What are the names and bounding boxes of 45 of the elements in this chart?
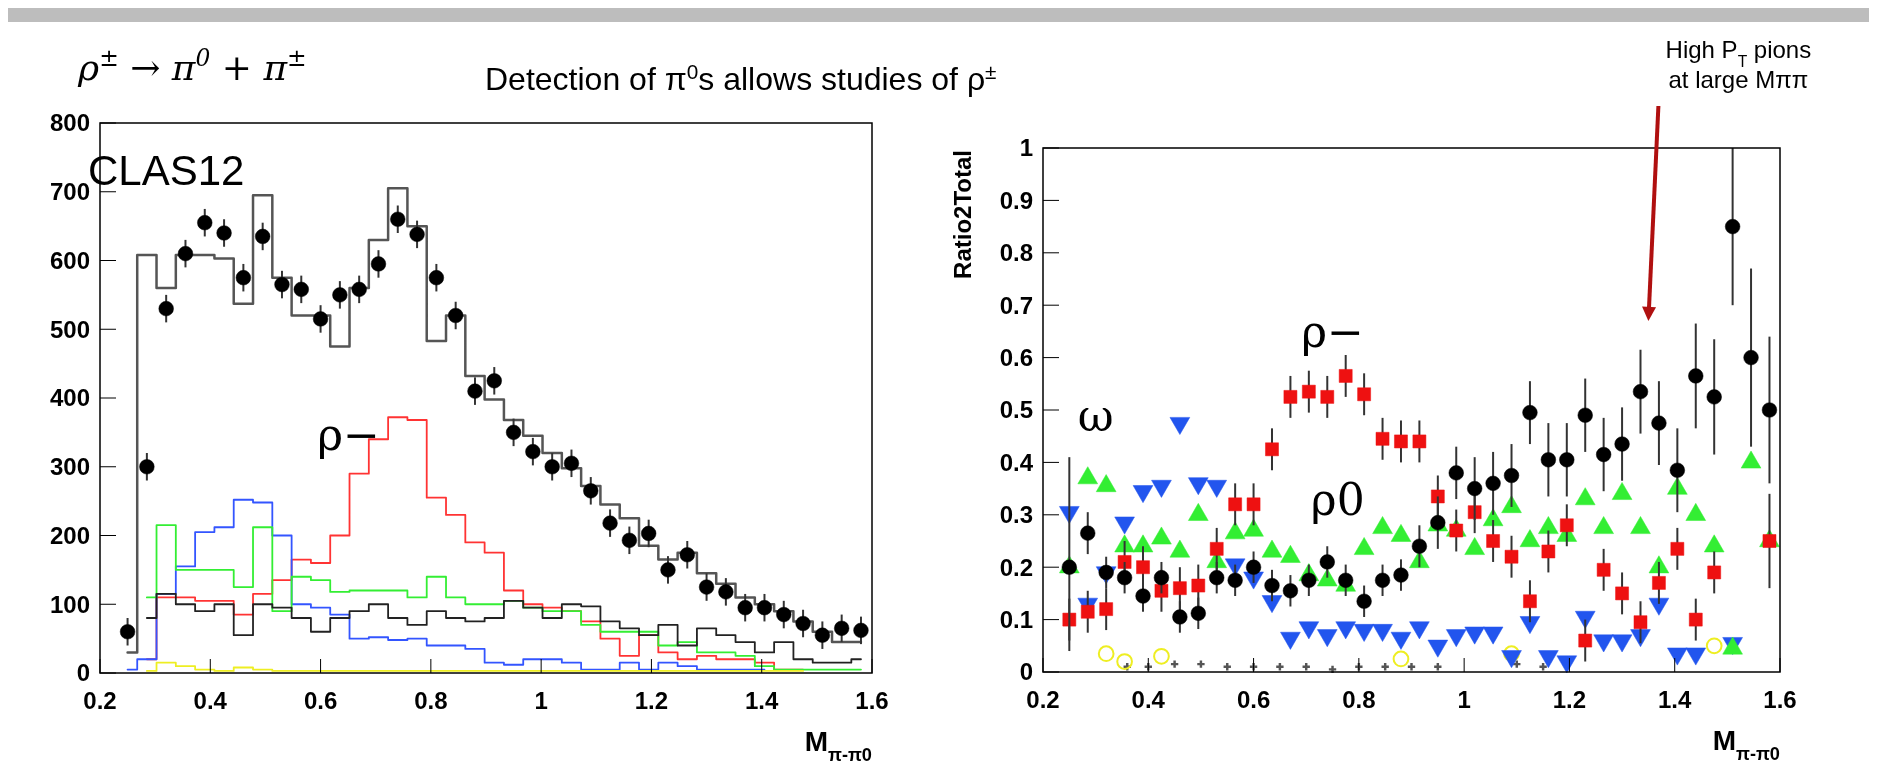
chart-title: ρ$^{±}$ → π$^{0}$ + π$^{±}$ <box>77 44 307 88</box>
y-axis-title: Ratio2Total <box>949 150 976 279</box>
y-tick-label: 200 <box>49 521 90 549</box>
x-axis-title: M$_{π-π0}$ <box>1712 725 1780 764</box>
x-tick-label: 1.6 <box>855 687 889 714</box>
y-tick-label: 0.5 <box>999 396 1033 424</box>
y-tick-label: 1 <box>1019 134 1033 162</box>
y-tick-label: 600 <box>49 246 90 274</box>
y-tick-label: 0.3 <box>999 501 1033 529</box>
y-tick-label: 0.1 <box>999 606 1033 633</box>
y-tick-label: 0.9 <box>999 186 1033 214</box>
x-tick-label: 1 <box>1457 686 1471 713</box>
x-tick-label: 1.4 <box>745 687 780 714</box>
y-tick-label: 0.6 <box>999 344 1033 371</box>
x-tick-label: 0.6 <box>303 687 338 714</box>
x-tick-label: 0.2 <box>83 687 117 714</box>
chart-subtitle: Detection of π$^{0}$s allows studies of ρ$^{±}$ <box>485 59 997 97</box>
y-tick-label: 0.2 <box>999 553 1033 581</box>
x-tick-label: 0.8 <box>1342 686 1376 713</box>
y-tick-label: 700 <box>49 178 90 206</box>
x-axis-title: M$_{π-π0}$ <box>804 726 872 765</box>
y-tick-label: 0.8 <box>999 239 1033 267</box>
x-tick-label: 0.4 <box>1131 686 1166 713</box>
y-tick-label: 0.4 <box>999 448 1034 476</box>
annotation: ρ0 <box>1310 473 1365 525</box>
y-tick-label: 400 <box>49 384 90 412</box>
y-tick-label: 800 <box>49 109 90 137</box>
y-tick-label: 500 <box>49 315 90 343</box>
x-tick-label: 1.2 <box>634 687 669 714</box>
annotation: ρ− <box>1301 306 1364 358</box>
text: High P$_{T}$ pions at large Mππ <box>1665 36 1812 93</box>
y-tick-label: 0 <box>1019 658 1033 686</box>
y-tick-label: 300 <box>49 453 90 481</box>
annotation: ω <box>1077 389 1114 441</box>
x-tick-label: 0.4 <box>193 687 228 714</box>
y-tick-label: 0 <box>76 659 90 687</box>
x-tick-label: 0.6 <box>1236 686 1271 713</box>
x-tick-label: 1.4 <box>1658 686 1693 713</box>
y-tick-label: 0.7 <box>999 291 1033 319</box>
x-tick-label: 1.6 <box>1763 686 1797 713</box>
x-tick-label: 0.8 <box>414 687 448 714</box>
y-tick-label: 100 <box>49 590 90 618</box>
x-tick-label: 1 <box>534 687 548 714</box>
x-tick-label: 1.2 <box>1552 686 1587 713</box>
annotation: ρ− <box>317 409 380 460</box>
